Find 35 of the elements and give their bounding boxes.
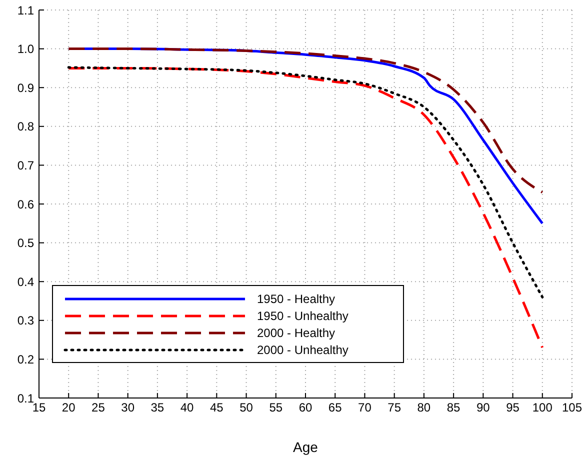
- x-axis-title: Age: [293, 439, 318, 455]
- y-tick-label: 0.9: [17, 80, 34, 95]
- x-tick-label: 90: [476, 400, 490, 415]
- y-tick-label: 0.3: [17, 314, 34, 328]
- x-tick-label: 50: [240, 400, 254, 415]
- legend-label: 1950 - Unhealthy: [257, 308, 348, 322]
- x-tick-label: 45: [210, 400, 224, 415]
- x-tick-label: 60: [298, 400, 312, 415]
- legend-label: 2000 - Healthy: [257, 326, 336, 340]
- x-tick-label: 30: [121, 400, 135, 415]
- x-tick-label: 75: [388, 400, 402, 415]
- legend-label: 1950 - Healthy: [257, 292, 336, 306]
- y-tick-label: 0.6: [17, 197, 34, 212]
- y-tick-label: 1.1: [17, 3, 34, 18]
- x-tick-label: 105: [562, 400, 582, 415]
- y-tick-label: 0.7: [17, 158, 34, 172]
- y-tick-label: 0.4: [17, 274, 34, 289]
- x-tick-label: 85: [446, 400, 461, 415]
- y-tick-label: 0.1: [17, 391, 34, 406]
- y-tick-label: 0.2: [17, 352, 34, 366]
- x-tick-label: 100: [532, 400, 553, 415]
- x-tick-label: 20: [62, 400, 76, 415]
- x-tick-label: 35: [150, 400, 164, 415]
- legend-label: 2000 - Unhealthy: [257, 342, 348, 356]
- x-tick-label: 95: [506, 400, 520, 415]
- x-tick-label: 40: [180, 400, 194, 415]
- y-tick-label: 0.8: [17, 120, 34, 134]
- y-tick-label: 1.0: [17, 42, 34, 56]
- x-tick-label: 65: [328, 400, 342, 415]
- x-tick-label: 15: [32, 400, 46, 415]
- y-tick-label: 0.5: [17, 236, 34, 250]
- x-tick-label: 70: [358, 400, 372, 415]
- x-tick-label: 25: [92, 400, 106, 415]
- x-tick-label: 80: [417, 400, 431, 415]
- x-tick-label: 55: [269, 400, 283, 415]
